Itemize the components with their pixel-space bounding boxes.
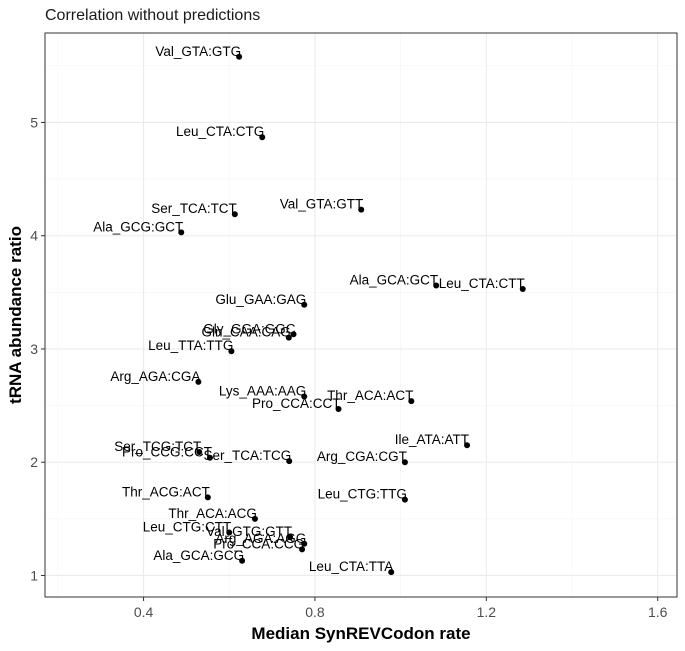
point-label: Leu_CTA:TTA [309, 559, 393, 574]
point-label: Gln_CAA:CAG [202, 325, 291, 340]
point-label: Lys_AAA:AAG [219, 384, 306, 399]
y-axis: 1 2 3 4 5 [30, 114, 45, 583]
data-point [408, 398, 415, 405]
data-point [259, 134, 266, 141]
point-label: Pro_CCA:CCT [252, 396, 341, 411]
point-label: Leu_CTA:CTT [439, 276, 525, 291]
point-label: Ala_GCA:GCG [153, 548, 244, 563]
x-tick-label: 0.8 [305, 604, 325, 620]
data-points [178, 53, 526, 576]
data-point [251, 515, 258, 522]
data-point [228, 348, 235, 355]
y-tick-label: 4 [30, 228, 38, 244]
data-point [301, 301, 308, 308]
data-point [204, 494, 211, 501]
point-label: Thr_ACG:ACT [122, 484, 210, 499]
point-label: Ser_TCA:TCT [151, 201, 237, 216]
point-label: Pro_CCA:CCG [213, 536, 304, 551]
point-label: Ser_TCG:TCT [114, 439, 201, 454]
point-label: Ala_GCA:GCT [350, 273, 439, 288]
data-point [236, 53, 243, 60]
point-label: Leu_CTG:CTT [143, 519, 232, 534]
point-label: Ala_GCG:GCT [93, 219, 183, 234]
point-label: Leu_CTA:CTG [176, 124, 264, 139]
point-label: Gly_GGA:GGC [203, 321, 296, 336]
data-point [401, 459, 408, 466]
data-point [231, 211, 238, 218]
data-point [401, 496, 408, 503]
point-label: Thr_ACA:ACG [168, 506, 257, 521]
y-tick-label: 5 [30, 114, 38, 130]
data-point [464, 442, 471, 449]
point-label: Thr_ACA:ACT [327, 388, 413, 403]
data-point [299, 546, 306, 553]
point-label: Arg_AGA:AGG [215, 531, 306, 546]
point-label: Pro_CCG:CCT [122, 445, 212, 460]
y-axis-title: tRNA abundance ratio [6, 226, 25, 404]
point-label: Leu_CTG:TTG [318, 487, 407, 502]
data-point [206, 454, 213, 461]
y-tick-label: 3 [30, 341, 38, 357]
point-labels: Val_GTA:GTG Leu_CTA:CTG Ser_TCA:TCT Val_GTA… [93, 44, 525, 574]
data-point [286, 458, 293, 465]
y-tick-label: 2 [30, 454, 38, 470]
chart-title: Correlation without predictions [45, 7, 260, 24]
point-label: Glu_GAA:GAG [215, 292, 306, 307]
data-point [226, 529, 233, 536]
data-point [239, 557, 246, 564]
point-label: Leu_TTA:TTG [148, 338, 233, 353]
point-label: Val_GTG:GTT [206, 524, 292, 539]
point-label: Val_GTA:GTT [280, 197, 364, 212]
data-point [335, 406, 342, 412]
data-point [388, 569, 395, 576]
data-point [301, 540, 308, 547]
x-tick-label: 1.2 [477, 604, 497, 620]
data-point [433, 282, 440, 289]
data-point [287, 533, 294, 540]
data-point [196, 449, 203, 456]
x-axis: 0.4 0.8 1.2 1.6 [134, 597, 668, 620]
data-point [195, 378, 202, 385]
data-point [358, 206, 365, 213]
point-label: Val_GTA:GTG [155, 44, 241, 59]
point-label: Ile_ATA:ATT [395, 432, 469, 447]
data-point [178, 229, 185, 236]
data-point [301, 393, 308, 400]
point-label: Arg_AGA:CGA [110, 369, 200, 384]
x-axis-title: Median SynREVCodon rate [251, 624, 470, 643]
major-gridlines [45, 33, 677, 597]
data-point [285, 334, 292, 341]
data-point [519, 285, 526, 292]
data-point [290, 331, 297, 338]
minor-gridlines [45, 33, 677, 597]
x-tick-label: 1.6 [648, 604, 668, 620]
point-label: Arg_CGA:CGT [317, 449, 407, 464]
x-tick-label: 0.4 [134, 604, 154, 620]
point-label: Ser_TCA:TCG [203, 448, 291, 463]
panel-border [44, 32, 678, 598]
y-tick-label: 1 [30, 567, 38, 583]
